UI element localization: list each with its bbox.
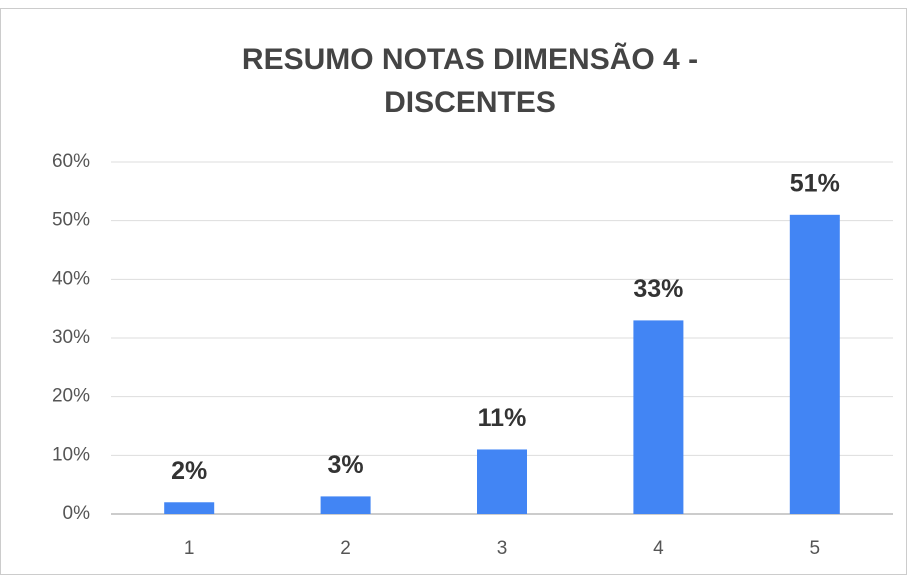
chart-border <box>0 8 907 575</box>
y-tick-label: 30% <box>52 327 90 348</box>
data-label: 51% <box>790 169 840 197</box>
x-tick-label: 5 <box>810 538 821 559</box>
y-tick-label: 40% <box>52 268 90 289</box>
data-label: 3% <box>328 451 364 479</box>
x-tick-label: 4 <box>653 538 664 559</box>
bar <box>164 502 215 514</box>
bar <box>633 320 684 514</box>
x-tick-label: 1 <box>184 538 195 559</box>
y-tick-label: 10% <box>52 444 90 465</box>
y-tick-label: 50% <box>52 210 90 231</box>
bar <box>789 214 840 515</box>
data-label: 33% <box>633 275 683 303</box>
bar <box>477 449 527 514</box>
x-tick-label: 2 <box>340 538 351 559</box>
y-tick-label: 60% <box>52 151 90 172</box>
y-tick-label: 0% <box>63 503 91 524</box>
data-label: 11% <box>478 404 527 432</box>
y-tick-label: 20% <box>52 386 90 407</box>
data-label: 2% <box>171 457 207 485</box>
bar <box>320 496 371 514</box>
x-tick-label: 3 <box>497 538 508 559</box>
chart-title: RESUMO NOTAS DIMENSÃO 4 - DISCENTES <box>241 43 699 119</box>
